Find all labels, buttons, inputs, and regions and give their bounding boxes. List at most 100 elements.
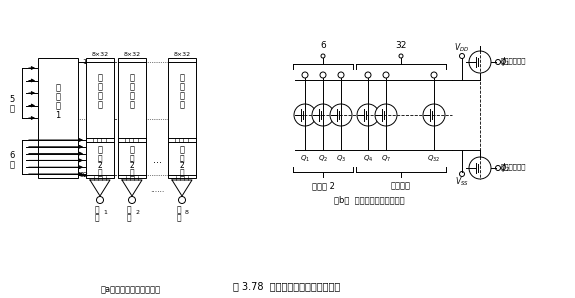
Polygon shape [122, 180, 142, 196]
Text: 阵: 阵 [98, 100, 102, 109]
Text: （a）只读存储器（框图）: （a）只读存储器（框图） [101, 285, 161, 294]
Text: 出: 出 [95, 213, 99, 223]
Circle shape [431, 72, 437, 78]
Text: 2: 2 [135, 210, 139, 215]
Text: 8×32: 8×32 [91, 52, 109, 57]
Circle shape [330, 104, 352, 126]
Text: ...: ... [152, 155, 162, 165]
Text: $\phi_1$: $\phi_1$ [500, 55, 511, 68]
Text: 器: 器 [130, 168, 135, 177]
Text: 存: 存 [179, 74, 185, 83]
Text: 32: 32 [396, 41, 407, 50]
Text: 存: 存 [129, 74, 135, 83]
Text: 译码器 2: 译码器 2 [312, 181, 335, 190]
Text: $Q_2$: $Q_2$ [318, 154, 328, 164]
Text: 储: 储 [98, 83, 102, 91]
Text: 2: 2 [98, 162, 102, 170]
Text: 出: 出 [177, 213, 181, 223]
Text: 译: 译 [129, 145, 135, 154]
Text: 2: 2 [129, 162, 135, 170]
Circle shape [178, 196, 186, 204]
Text: 输: 输 [177, 206, 181, 215]
Text: 矩: 矩 [98, 91, 102, 100]
Text: 1: 1 [103, 210, 107, 215]
Text: 译: 译 [179, 145, 185, 154]
Circle shape [97, 196, 104, 204]
Text: 位: 位 [10, 105, 14, 114]
Text: 图 3.78  只读存储器框图及其行构成: 图 3.78 只读存储器框图及其行构成 [233, 281, 340, 291]
Circle shape [459, 172, 465, 176]
Bar [168, 142, 196, 178]
Circle shape [321, 54, 325, 58]
Text: ......: ...... [150, 185, 164, 195]
Text: $V_{SS}$: $V_{SS}$ [455, 176, 469, 188]
Circle shape [496, 60, 500, 64]
Text: 6: 6 [9, 151, 15, 161]
Text: 器: 器 [56, 102, 60, 111]
Bar [168, 58, 196, 138]
Text: 6: 6 [320, 41, 326, 50]
Circle shape [294, 104, 316, 126]
Polygon shape [172, 180, 192, 196]
Text: 矩: 矩 [129, 91, 135, 100]
Text: 32: 32 [79, 172, 89, 178]
Text: 码: 码 [179, 154, 185, 163]
Text: 矩: 矩 [179, 91, 185, 100]
Circle shape [338, 72, 344, 78]
Text: 1: 1 [55, 111, 60, 120]
Text: 码: 码 [56, 92, 60, 102]
Text: $Q_4$: $Q_4$ [363, 154, 373, 164]
Text: 2: 2 [179, 162, 185, 170]
Circle shape [357, 104, 379, 126]
Circle shape [383, 72, 389, 78]
Text: 输: 输 [95, 206, 99, 215]
Text: 8×32: 8×32 [124, 52, 140, 57]
Circle shape [375, 104, 397, 126]
Circle shape [423, 104, 445, 126]
Circle shape [128, 196, 136, 204]
Bar [118, 58, 146, 138]
Circle shape [496, 165, 500, 170]
Text: 器: 器 [179, 168, 185, 177]
Text: （定时脉冲）: （定时脉冲） [500, 164, 526, 170]
Polygon shape [90, 180, 110, 196]
Bar [86, 142, 114, 178]
Circle shape [459, 54, 465, 58]
Text: $Q_{32}$: $Q_{32}$ [427, 154, 440, 164]
Text: 译: 译 [98, 145, 102, 154]
Text: 阵: 阵 [129, 100, 135, 109]
Text: 8×32: 8×32 [174, 52, 190, 57]
Bar [86, 58, 114, 138]
Circle shape [469, 157, 491, 179]
Text: 8: 8 [185, 210, 189, 215]
Text: $V_{DD}$: $V_{DD}$ [454, 42, 470, 54]
Text: $Q_7$: $Q_7$ [381, 154, 391, 164]
Text: 位: 位 [10, 161, 14, 170]
Text: 译: 译 [56, 83, 60, 92]
Text: 储: 储 [129, 83, 135, 91]
Text: $\phi_2$: $\phi_2$ [500, 161, 511, 173]
Text: 5: 5 [9, 95, 14, 105]
Text: 出: 出 [126, 213, 131, 223]
Circle shape [302, 72, 308, 78]
Text: 存储矩阵: 存储矩阵 [391, 181, 411, 190]
Text: 码: 码 [98, 154, 102, 163]
Text: （定时脉冲）: （定时脉冲） [500, 58, 526, 64]
Bar [38, 58, 78, 178]
Text: 输: 输 [126, 206, 131, 215]
Text: $Q_3$: $Q_3$ [336, 154, 346, 164]
Text: 阵: 阵 [179, 100, 185, 109]
Circle shape [365, 72, 371, 78]
Text: 储: 储 [179, 83, 185, 91]
Circle shape [312, 104, 334, 126]
Circle shape [320, 72, 326, 78]
Text: （b）  只读存储器（行构成）: （b） 只读存储器（行构成） [334, 195, 405, 204]
Text: $Q_1$: $Q_1$ [300, 154, 310, 164]
Text: 存: 存 [98, 74, 102, 83]
Text: 码: 码 [130, 154, 135, 163]
Text: 1: 1 [82, 59, 86, 65]
Bar [118, 142, 146, 178]
Circle shape [469, 51, 491, 73]
Text: 器: 器 [98, 168, 102, 177]
Circle shape [399, 54, 403, 58]
